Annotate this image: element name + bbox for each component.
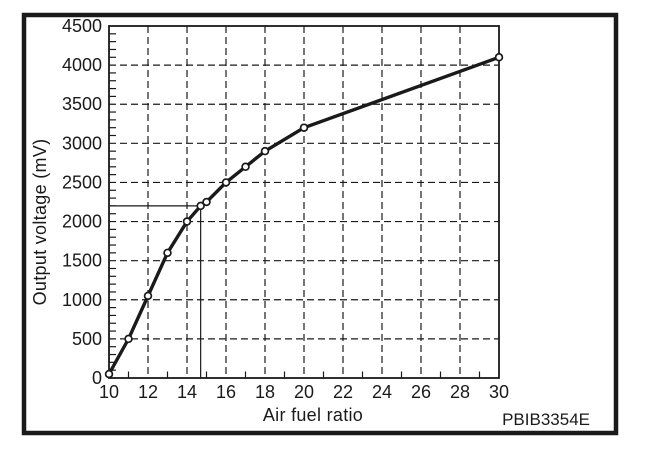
x-tick-label: 14: [177, 382, 197, 402]
data-point: [221, 178, 231, 187]
data-point: [104, 369, 114, 379]
x-tick-label: 30: [489, 382, 509, 402]
data-point: [163, 248, 172, 258]
figure-frame: [21, 12, 619, 436]
figure-code: PBIB3354E: [502, 410, 590, 429]
data-point: [494, 53, 504, 62]
y-tick-label: 1000: [62, 290, 102, 310]
x-axis-title: Air fuel ratio: [263, 405, 363, 425]
y-axis-title: Output voltage (mV): [30, 139, 50, 306]
y-tick-label: 2500: [62, 172, 102, 192]
y-tick-label: 0: [92, 368, 102, 388]
data-point: [299, 123, 309, 132]
x-tick-label: 18: [255, 382, 275, 402]
data-point: [260, 146, 270, 156]
x-tick-label: 16: [216, 382, 236, 402]
data-point: [143, 291, 153, 301]
tick-layer: [109, 33, 481, 378]
x-tick-label: 26: [411, 382, 431, 402]
plot-border: [108, 25, 500, 379]
x-tick-label: 22: [333, 382, 353, 402]
data-point: [196, 201, 205, 211]
data-point: [202, 197, 211, 207]
data-point: [241, 162, 250, 172]
y-tick-label: 500: [72, 329, 102, 349]
y-tick-label: 3000: [62, 133, 102, 153]
series-layer: [104, 53, 504, 379]
y-tick-label: 1500: [62, 251, 102, 271]
y-tick-label: 4000: [62, 55, 102, 75]
y-tick-label: 3500: [62, 94, 102, 114]
y-tick-label: 2000: [62, 212, 102, 232]
data-point: [182, 217, 192, 226]
reference-lines: [109, 205, 202, 378]
tick-label-layer: 10 12 14 16 18 20 22 24 26 28 30 0 500 1000 1500 2000 25…: [62, 16, 509, 402]
data-point: [124, 334, 133, 344]
x-tick-label: 12: [138, 382, 158, 402]
x-tick-label: 20: [294, 382, 314, 402]
x-tick-label: 28: [450, 382, 470, 402]
x-tick-label: 10: [99, 382, 119, 402]
x-tick-label: 24: [372, 382, 392, 402]
y-tick-label: 4500: [62, 16, 102, 36]
